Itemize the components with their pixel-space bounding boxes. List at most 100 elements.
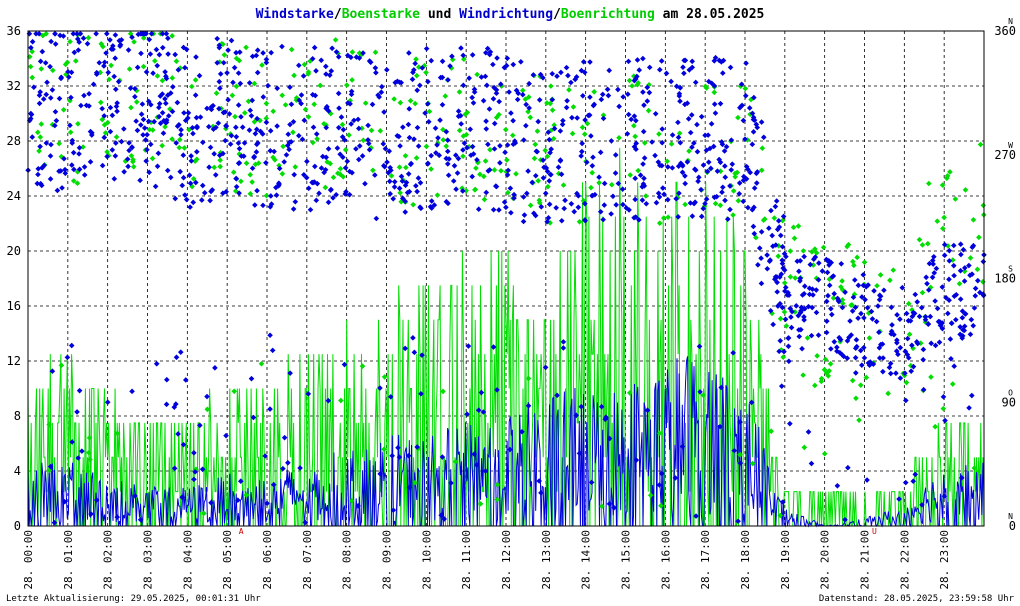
wind-direction-point [274, 123, 280, 129]
wind-direction-point [745, 204, 751, 211]
wind-direction-point [682, 180, 688, 187]
wind-direction-point [61, 155, 67, 162]
gust-direction-point [599, 503, 605, 510]
wind-direction-point [980, 291, 986, 298]
wind-direction-point [849, 308, 856, 314]
wind-direction-point [367, 59, 374, 66]
gust-direction-point [251, 80, 258, 87]
gust-direction-point [29, 74, 36, 81]
wind-direction-point [70, 149, 77, 156]
wind-direction-point [673, 195, 679, 202]
wind-direction-point [298, 100, 304, 107]
wind-direction-point [316, 190, 322, 197]
gust-direction-point [730, 212, 736, 218]
wind-direction-point [933, 265, 940, 272]
gust-direction-point [348, 498, 355, 504]
wind-direction-point [165, 113, 172, 119]
gust-direction-point [580, 197, 587, 204]
gust-direction-point [545, 183, 551, 190]
wind-direction-point [780, 499, 786, 505]
wind-direction-point [657, 162, 663, 169]
wind-direction-point [764, 252, 770, 258]
wind-direction-point [381, 109, 387, 115]
y-left-tick-label: 24 [7, 189, 21, 203]
wind-direction-point [957, 267, 964, 274]
wind-direction-point [646, 89, 653, 96]
wind-direction-point [694, 121, 700, 128]
wind-direction-point [48, 141, 54, 148]
wind-direction-point [344, 52, 351, 59]
wind-direction-point [323, 105, 330, 111]
wind-direction-point [810, 256, 817, 262]
wind-direction-point [722, 174, 729, 181]
wind-direction-point [504, 142, 511, 148]
wind-direction-point [880, 368, 886, 375]
wind-direction-point [722, 197, 728, 204]
wind-direction-point [110, 46, 116, 53]
wind-direction-point [722, 163, 728, 169]
wind-direction-point [441, 516, 448, 522]
wind-direction-point [225, 47, 231, 53]
wind-direction-point [727, 206, 733, 213]
wind-direction-point [348, 88, 355, 95]
gust-direction-point [307, 58, 313, 64]
wind-direction-point [455, 108, 462, 114]
wind-direction-point [580, 92, 586, 99]
gust-direction-point [534, 128, 541, 134]
wind-direction-point [951, 293, 958, 299]
gust-direction-point [775, 253, 782, 259]
gust-direction-point [466, 143, 472, 150]
wind-direction-point [180, 152, 187, 159]
wind-direction-point [961, 327, 968, 334]
wind-direction-point [469, 143, 476, 150]
wind-direction-point [497, 160, 503, 166]
wind-direction-point [178, 127, 184, 133]
wind-direction-point [945, 310, 951, 317]
gust-direction-point [783, 323, 790, 329]
gust-direction-point [263, 115, 270, 122]
wind-direction-point [571, 208, 577, 215]
wind-direction-point [246, 80, 253, 86]
wind-direction-point [48, 38, 54, 45]
wind-direction-point [196, 72, 203, 79]
gust-direction-point [787, 274, 794, 280]
wind-direction-point [101, 134, 108, 141]
wind-direction-point [239, 124, 246, 131]
wind-direction-point [606, 435, 613, 442]
wind-direction-point [653, 199, 660, 206]
wind-direction-point [206, 123, 212, 130]
gust-direction-point [201, 510, 207, 517]
wind-direction-point [411, 67, 417, 73]
wind-direction-point [112, 153, 119, 159]
wind-direction-point [387, 394, 394, 400]
wind-direction-point [286, 139, 293, 146]
gust-direction-point [402, 153, 409, 159]
gust-direction-point [813, 275, 820, 282]
wind-direction-point [173, 401, 179, 407]
gust-direction-point [551, 122, 557, 128]
title-part: Windrichtung [459, 7, 553, 22]
gust-direction-point [939, 182, 946, 188]
wind-direction-point [96, 59, 103, 66]
wind-direction-point [192, 469, 198, 475]
wind-direction-point [850, 294, 857, 301]
gust-direction-point [176, 144, 183, 151]
wind-direction-point [286, 146, 292, 153]
gust-direction-point [75, 121, 81, 127]
gust-direction-point [801, 444, 808, 451]
gust-direction-point [343, 82, 350, 88]
wind-direction-point [523, 122, 529, 129]
wind-direction-point [542, 190, 549, 197]
wind-direction-point [620, 201, 626, 208]
wind-direction-point [574, 115, 580, 121]
wind-direction-point [54, 187, 61, 194]
gust-direction-point [916, 236, 923, 243]
wind-direction-point [138, 122, 144, 128]
gust-direction-point [86, 449, 92, 456]
wind-direction-point [869, 316, 876, 322]
wind-direction-point [470, 151, 477, 157]
wind-direction-point [720, 184, 726, 191]
wind-direction-point [942, 417, 948, 424]
wind-direction-point [424, 101, 431, 107]
wind-direction-point [328, 68, 335, 74]
